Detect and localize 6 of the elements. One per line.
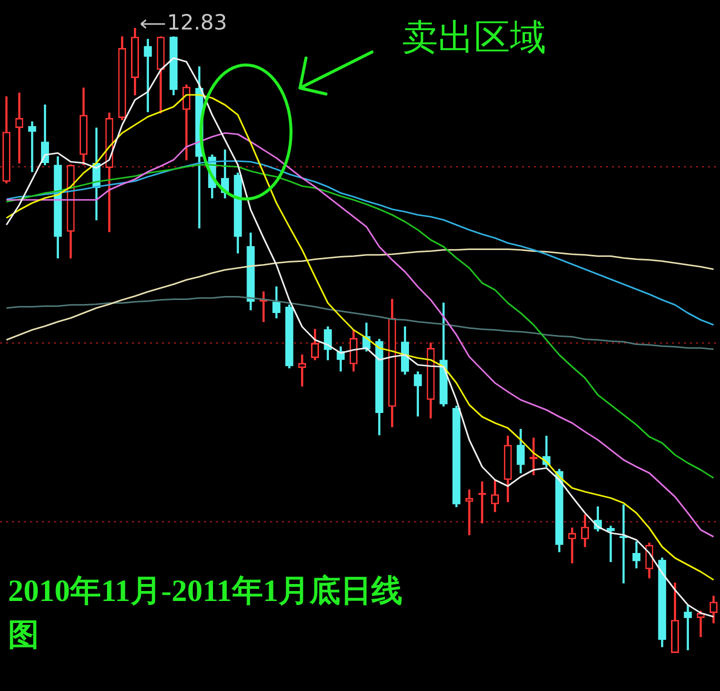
candlestick [465,490,474,536]
annotation: 卖出区域 [402,17,546,58]
text: 2010年11月-2011年1月底日线图 [8,572,404,654]
candlestick [15,92,24,164]
annotation: 12.83 [167,10,228,34]
candlestick [606,526,615,562]
